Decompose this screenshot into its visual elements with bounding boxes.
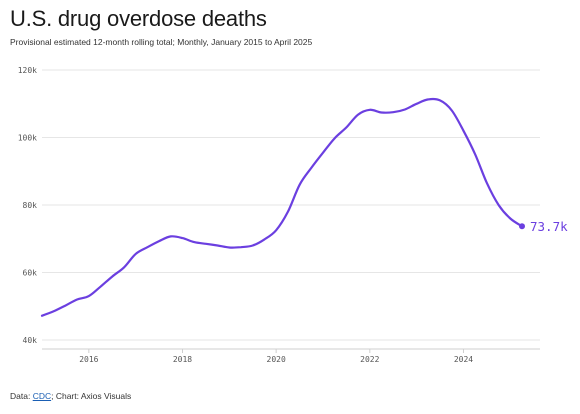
line-chart: 40k 60k 80k 100k 120k 2016 2018 2020 2022 2024 73.… [18, 66, 568, 364]
series-line [40, 97, 524, 317]
source-note: Data: CDC; Chart: Axios Visuals [10, 391, 131, 401]
source-prefix: Data: [10, 391, 33, 401]
y-tick-label: 60k [23, 269, 38, 278]
y-tick-label: 120k [18, 66, 37, 75]
cdc-link[interactable]: CDC [32, 391, 52, 401]
x-tick-label: 2024 [454, 355, 473, 364]
y-tick-label: 100k [18, 134, 37, 143]
x-tick-label: 2020 [267, 355, 286, 364]
x-tick-label: 2018 [173, 355, 192, 364]
source-suffix: ; Chart: Axios Visuals [51, 391, 132, 401]
y-tick-label: 40k [23, 336, 38, 345]
end-point [519, 223, 525, 230]
chart-subtitle: Provisional estimated 12-month rolling t… [10, 37, 313, 47]
y-tick-label: 80k [23, 201, 38, 210]
end-value-label: 73.7k [530, 219, 568, 234]
x-tick-label: 2016 [79, 355, 98, 364]
x-tick-label: 2022 [360, 355, 379, 364]
chart-title: U.S. drug overdose deaths [10, 6, 267, 31]
